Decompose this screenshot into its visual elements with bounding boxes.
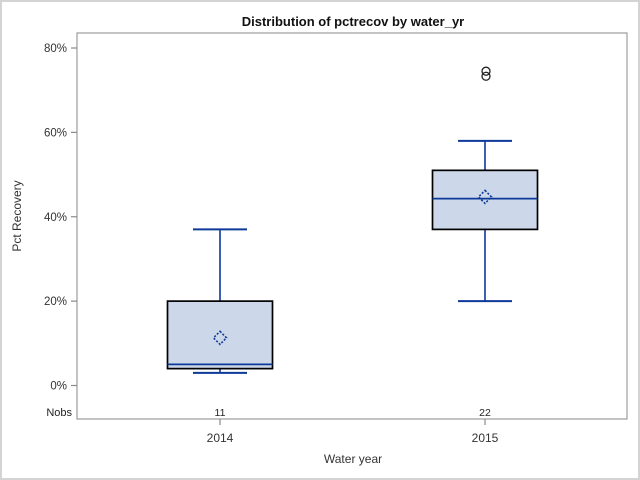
y-tick-label: 0% xyxy=(50,381,67,393)
y-tick-label: 20% xyxy=(44,296,67,308)
iqr-box xyxy=(166,300,274,370)
chart-title: Distribution of pctrecov by water_yr xyxy=(242,14,465,29)
x-category-label: 2014 xyxy=(207,431,234,445)
y-tick-label: 80% xyxy=(44,43,67,55)
y-tick-label: 60% xyxy=(44,127,67,139)
nobs-value: 22 xyxy=(479,407,491,419)
plot-frame xyxy=(76,32,628,420)
x-category-label: 2015 xyxy=(472,431,499,445)
y-tick-label: 40% xyxy=(44,212,67,224)
mean-diamond-marker xyxy=(477,189,493,205)
y-axis-title: Pct Recovery xyxy=(10,180,24,251)
outlier-point xyxy=(481,66,491,76)
nobs-row-label: Nobs xyxy=(46,407,72,419)
mean-diamond-marker xyxy=(212,330,228,346)
nobs-value: 11 xyxy=(215,407,226,419)
x-axis-title: Water year xyxy=(324,452,382,466)
plot-content: 0% 20% 40% 60% 80% 2014 11 2015 22 xyxy=(44,43,539,445)
iqr-box xyxy=(431,169,539,231)
outlier-point xyxy=(481,71,491,81)
